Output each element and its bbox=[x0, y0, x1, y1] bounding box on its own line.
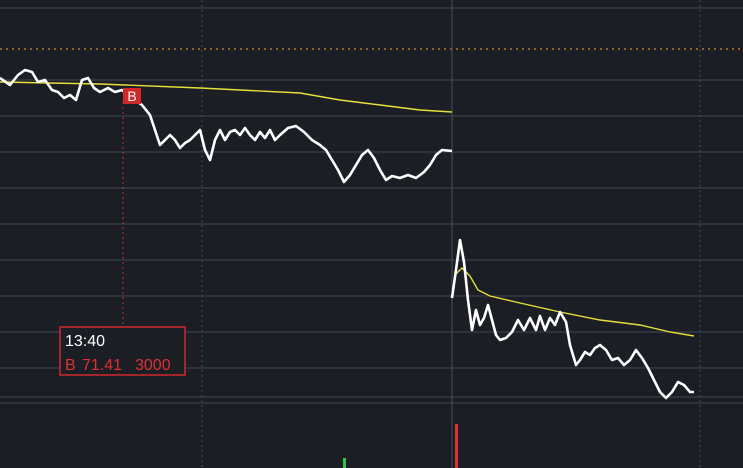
volume-bar bbox=[343, 458, 346, 468]
average-line bbox=[454, 267, 695, 337]
trade-marker-label: B bbox=[127, 88, 136, 104]
average-line bbox=[0, 81, 453, 113]
price-line bbox=[450, 238, 694, 400]
tooltip-side: B bbox=[65, 357, 76, 374]
volume-bar bbox=[455, 424, 458, 468]
tooltip-time: 13:40 bbox=[65, 333, 105, 350]
trade-marker bbox=[123, 88, 141, 104]
price-line bbox=[0, 68, 453, 184]
tooltip-volume: 3000 bbox=[135, 357, 171, 374]
tooltip-price: 71.41 bbox=[82, 357, 122, 374]
tooltip bbox=[59, 326, 186, 376]
